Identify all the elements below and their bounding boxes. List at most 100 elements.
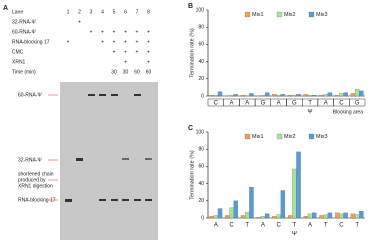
gel-label: produced by — [18, 177, 46, 183]
cell: + — [113, 29, 116, 35]
row-label: CMC — [12, 49, 24, 55]
bar — [280, 94, 286, 97]
bar — [335, 95, 340, 97]
panel-label: C — [188, 125, 193, 132]
gel-band — [65, 199, 72, 202]
bar — [213, 215, 219, 219]
x-tick-label: G — [292, 101, 297, 107]
x-tick-label: C — [339, 223, 344, 229]
cell: 30 — [111, 69, 117, 75]
cell: + — [67, 39, 70, 45]
x-tick-label: A — [277, 101, 281, 107]
y-axis-label: Termination rate (%) — [189, 150, 195, 200]
legend-swatch — [308, 133, 315, 140]
bar — [350, 213, 356, 219]
footnote: Blocking area — [333, 109, 364, 115]
page: {"panel_a": {"label": "A", "lane_title":… — [3, 2, 366, 240]
bar — [307, 213, 313, 219]
bar — [213, 95, 219, 97]
panel-label: A — [3, 5, 8, 12]
bar — [260, 95, 266, 97]
x-tick-label: A — [324, 101, 328, 107]
cell: + — [124, 29, 127, 35]
x-tick-label: T — [324, 223, 328, 229]
row-label: 32-RNA-Ψ — [12, 19, 36, 25]
legend-label: Mix1 — [252, 12, 264, 18]
y-tick-label: 60 — [198, 164, 204, 170]
lane-number: 6 — [124, 9, 127, 15]
figure: A Lane 60-RNA-Ψ 32-RNA-Ψ shortened chain… — [3, 3, 366, 240]
category-box — [349, 98, 366, 107]
annotation: Ψ — [292, 232, 297, 238]
cell: + — [124, 49, 127, 55]
bar — [350, 93, 356, 97]
bar — [240, 95, 246, 97]
y-tick-label: 100 — [196, 129, 205, 135]
gel-band — [88, 94, 95, 96]
row-label: XRN1 — [12, 59, 26, 65]
cell: + — [113, 39, 116, 45]
bar — [292, 95, 297, 97]
gel-band — [145, 158, 152, 160]
bar — [335, 212, 340, 219]
bar — [339, 213, 344, 219]
bar — [354, 214, 360, 219]
lane-number: 5 — [113, 9, 116, 15]
bar — [296, 94, 301, 97]
bar — [303, 94, 309, 97]
bar — [287, 95, 293, 97]
x-tick-label: G — [261, 101, 266, 107]
y-tick-label: 40 — [198, 59, 204, 65]
bar — [327, 212, 333, 219]
bar — [303, 216, 309, 219]
gel-label: shortened chain — [18, 171, 54, 177]
lane-number: 3 — [90, 9, 93, 15]
bar — [272, 216, 277, 219]
lane-number: 2 — [78, 9, 81, 15]
gel-label: 60-RNA-Ψ — [18, 92, 42, 98]
y-tick-label: 0 — [201, 215, 204, 221]
y-tick-label: 40 — [198, 181, 204, 187]
bar — [276, 95, 281, 97]
bar — [296, 151, 301, 219]
cell: 60 — [134, 69, 140, 75]
legend-swatch — [276, 133, 283, 140]
cell: + — [147, 59, 150, 65]
x-tick-label: T — [308, 101, 312, 107]
x-tick-label: C — [339, 101, 344, 107]
bar — [209, 216, 214, 219]
cell: + — [113, 49, 116, 55]
cell: + — [136, 49, 139, 55]
cell: + — [136, 29, 139, 35]
row-label: 60-RNA-Ψ — [12, 29, 36, 35]
gel-band — [134, 199, 141, 201]
gel-label: XRN1 digestion — [18, 183, 53, 189]
y-tick-label: 20 — [198, 76, 204, 82]
gel-image — [60, 82, 158, 240]
y-tick-label: 0 — [201, 93, 204, 99]
gel-band — [134, 94, 141, 96]
gel-band — [122, 199, 129, 201]
lane-number: 1 — [67, 9, 70, 15]
bar — [245, 211, 250, 219]
gel-band — [145, 199, 152, 201]
cell: + — [136, 39, 139, 45]
bar — [312, 212, 317, 219]
lane-number: 4 — [101, 9, 104, 15]
bar — [323, 94, 328, 97]
gel-band — [99, 199, 106, 201]
bar — [217, 91, 223, 97]
legend-label: Mix2 — [284, 134, 296, 140]
gel-band — [111, 199, 118, 201]
row-label: RNA-blocking 17 — [12, 39, 50, 45]
bar — [264, 213, 270, 219]
cell: 60 — [146, 69, 152, 75]
bar — [280, 190, 286, 219]
bar — [339, 93, 344, 97]
legend-swatch — [276, 11, 283, 18]
x-tick-label: C — [214, 101, 219, 107]
bar — [307, 95, 313, 97]
bar — [359, 211, 364, 219]
bar — [354, 89, 360, 97]
x-tick-label: C — [276, 223, 281, 229]
